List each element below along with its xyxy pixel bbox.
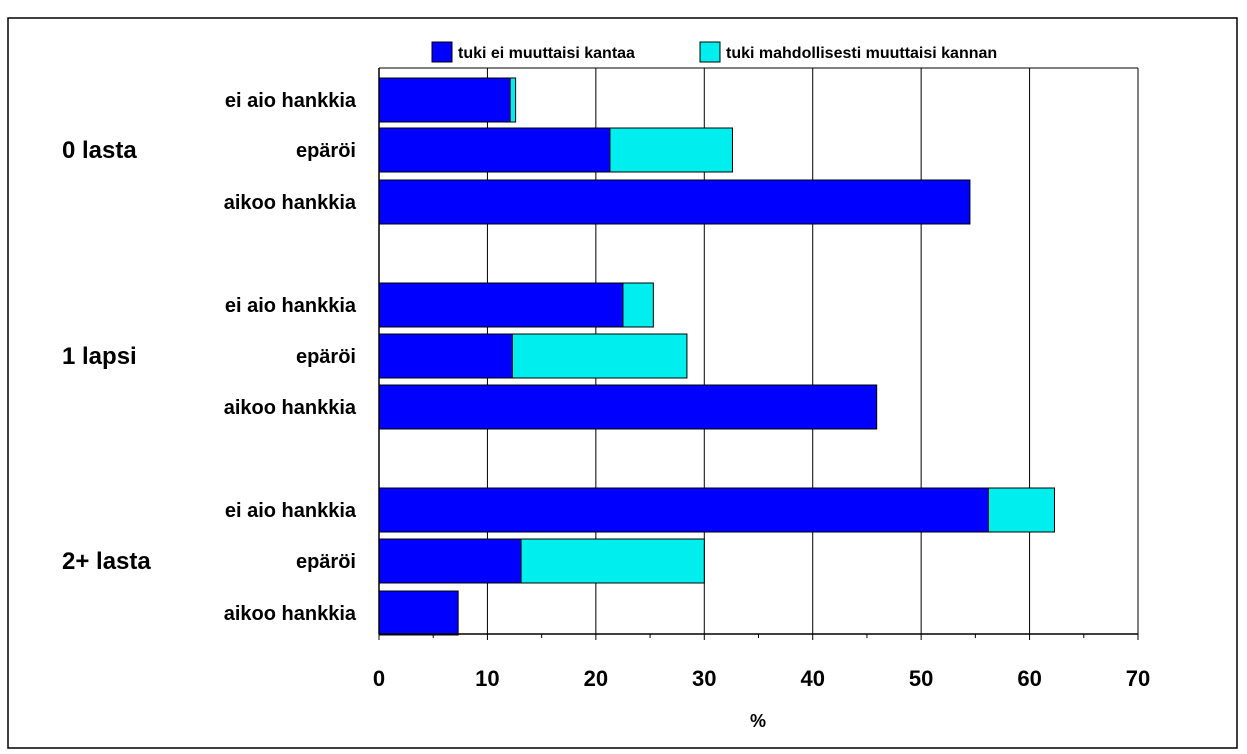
bar-1-1-series-0 — [378, 333, 513, 379]
row-label-1-2: aikoo hankkia — [224, 397, 357, 419]
bar-0-0-series-0 — [378, 77, 511, 123]
legend-label-0: tuki ei muuttaisi kantaa — [458, 45, 635, 62]
row-label-2-0: ei aio hankkia — [225, 500, 357, 522]
bar-2-1-series-1 — [520, 538, 705, 584]
row-label-2-1: epäröi — [296, 551, 356, 573]
bar-1-0-series-1 — [622, 282, 654, 328]
x-axis-label: % — [750, 711, 766, 731]
row-label-0-1: epäröi — [296, 140, 356, 162]
bar-2-2-series-0 — [378, 590, 459, 636]
row-label-0-0: ei aio hankkia — [225, 90, 357, 112]
group-label-2: 2+ lasta — [62, 548, 151, 575]
legend-label-1: tuki mahdollisesti muuttaisi kannan — [726, 45, 997, 62]
group-label-0: 0 lasta — [62, 137, 137, 164]
x-tick-label-4: 40 — [800, 666, 824, 691]
x-tick-label-5: 50 — [909, 666, 933, 691]
chart-border — [7, 17, 1238, 749]
bar-1-0-series-0 — [378, 282, 624, 328]
bar-0-2-series-0 — [378, 179, 971, 225]
x-tick-label-2: 20 — [584, 666, 608, 691]
x-tick-label-0: 0 — [373, 666, 385, 691]
legend-swatch-1 — [699, 41, 721, 63]
group-label-1: 1 lapsi — [62, 343, 137, 370]
legend: tuki ei muuttaisi kantaa tuki mahdollise… — [431, 41, 997, 63]
category-labels: ei aio hankkia epäröi aikoo hankkia 0 lasta… — [62, 90, 357, 625]
row-label-0-2: aikoo hankkia — [224, 192, 357, 214]
row-label-2-2: aikoo hankkia — [224, 603, 357, 625]
bar-2-0-series-0 — [378, 487, 989, 533]
axes: 0 10 20 30 40 50 60 70 — [373, 68, 1150, 691]
bar-0-0-series-1 — [509, 77, 517, 123]
bar-0-1-series-1 — [609, 127, 733, 173]
bars — [378, 77, 1056, 636]
bar-0-1-series-0 — [378, 127, 611, 173]
legend-swatch-0 — [431, 41, 453, 63]
row-label-1-1: epäröi — [296, 346, 356, 368]
bar-2-1-series-0 — [378, 538, 522, 584]
bar-2-0-series-1 — [987, 487, 1056, 533]
bar-1-2-series-0 — [378, 384, 878, 430]
x-tick-label-3: 30 — [692, 666, 716, 691]
x-tick-label-7: 70 — [1126, 666, 1150, 691]
x-tick-label-1: 10 — [475, 666, 499, 691]
row-label-1-0: ei aio hankkia — [225, 295, 357, 317]
bar-1-1-series-1 — [511, 333, 688, 379]
x-tick-label-6: 60 — [1017, 666, 1041, 691]
